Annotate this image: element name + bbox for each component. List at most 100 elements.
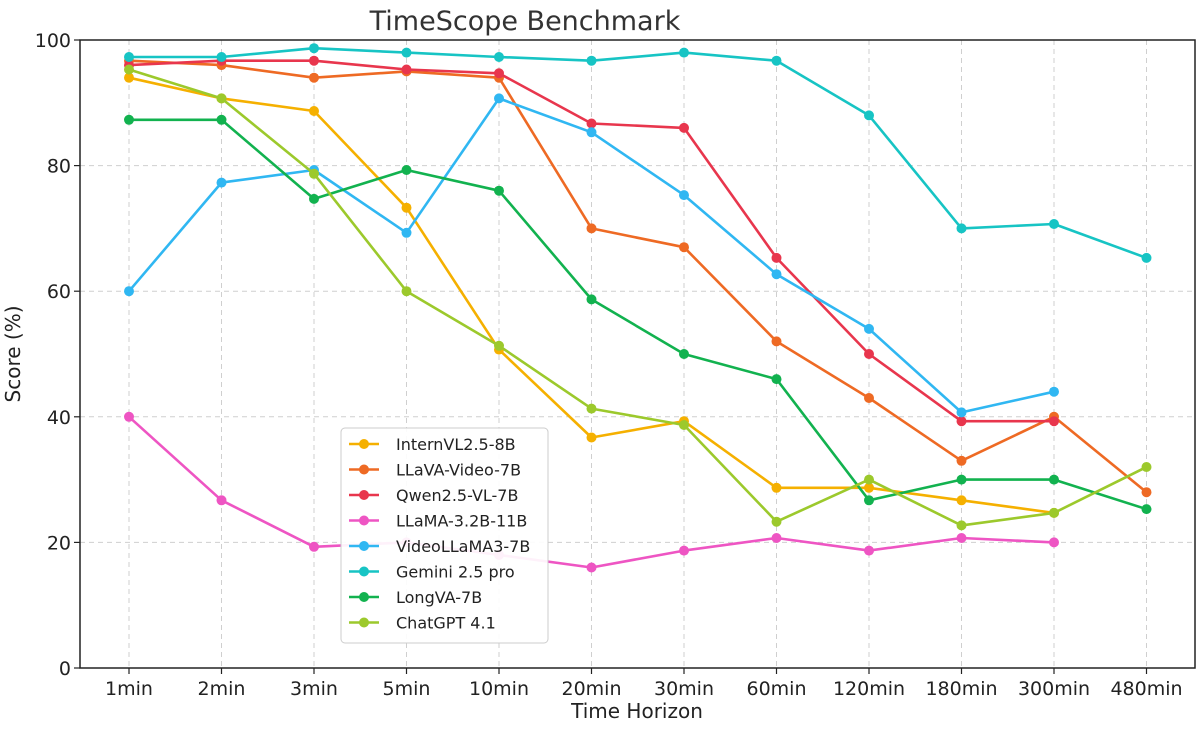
legend-marker xyxy=(359,592,369,602)
legend-entry: Gemini 2.5 pro xyxy=(349,563,515,582)
data-point xyxy=(771,516,782,527)
data-point xyxy=(1141,487,1152,498)
series-qwen2-5-vl-7b xyxy=(124,55,1059,427)
data-point xyxy=(309,72,319,83)
data-point xyxy=(864,474,874,485)
data-point xyxy=(494,52,504,62)
data-point xyxy=(586,55,597,66)
data-point xyxy=(124,64,134,75)
x-tick-label: 30min xyxy=(654,678,714,700)
data-point xyxy=(216,177,227,188)
data-point xyxy=(956,407,967,418)
data-point xyxy=(679,545,689,556)
x-tick-label: 5min xyxy=(383,678,431,700)
x-tick-label: 180min xyxy=(925,678,997,700)
data-point xyxy=(124,52,134,62)
data-point xyxy=(494,185,504,196)
data-point xyxy=(679,122,689,133)
legend-marker xyxy=(359,617,369,628)
grid-lines xyxy=(80,40,1195,668)
legend-box xyxy=(340,427,549,644)
legend-entry: LLaMA-3.2B-11B xyxy=(349,512,527,531)
data-point xyxy=(679,190,689,201)
data-point xyxy=(771,269,782,280)
series-line xyxy=(129,46,1147,260)
data-point xyxy=(586,127,597,138)
data-point xyxy=(956,533,967,543)
x-tick-label: 1min xyxy=(105,678,153,700)
legend-label: VideoLLaMA3-7B xyxy=(396,537,530,556)
legend: InternVL2.5-8B LLaVA-Video-7B Qwen2.5-VL-7… xyxy=(340,427,549,644)
data-point xyxy=(1049,386,1059,397)
data-point xyxy=(586,432,597,443)
x-tick-label: 20min xyxy=(561,678,621,700)
legend-entry: Qwen2.5-VL-7B xyxy=(349,486,518,505)
data-point xyxy=(401,202,412,213)
data-point xyxy=(864,323,874,334)
data-point xyxy=(1141,252,1152,263)
x-tick-label: 60min xyxy=(746,678,806,700)
data-point xyxy=(679,242,689,253)
data-point xyxy=(679,349,689,359)
legend-entry: LongVA-7B xyxy=(349,588,482,607)
data-point xyxy=(1049,416,1059,427)
data-point xyxy=(771,252,782,263)
data-point xyxy=(679,47,689,58)
data-point xyxy=(216,52,227,62)
plot-frame xyxy=(79,39,1196,669)
data-point xyxy=(956,455,967,466)
data-point xyxy=(124,286,134,297)
series-llava-video-7b xyxy=(124,55,1152,498)
data-point xyxy=(864,482,874,493)
data-point xyxy=(586,223,597,234)
data-point xyxy=(401,286,412,297)
chart-title: TimeScope Benchmark xyxy=(369,6,681,37)
data-point xyxy=(771,482,782,493)
series-gemini-2-5-pro xyxy=(124,43,1152,263)
data-point xyxy=(1141,462,1152,472)
data-point xyxy=(216,93,227,104)
y-tick-label: 100 xyxy=(35,30,71,52)
x-tick-label: 10min xyxy=(469,678,529,700)
legend-label: LongVA-7B xyxy=(396,588,482,607)
legend-marker xyxy=(359,439,369,449)
x-axis-label: Time Horizon xyxy=(570,699,703,723)
series-line xyxy=(129,118,1147,511)
legend-label: LLaVA-Video-7B xyxy=(396,461,521,480)
data-point xyxy=(124,114,134,125)
x-tick-label: 2min xyxy=(198,678,246,700)
legend-marker xyxy=(359,566,369,577)
data-point xyxy=(309,168,319,179)
legend-marker xyxy=(359,464,369,475)
data-point xyxy=(1049,537,1059,548)
data-point xyxy=(309,43,319,54)
data-point xyxy=(401,64,412,75)
data-point xyxy=(494,340,504,351)
data-point xyxy=(864,393,874,403)
data-point xyxy=(956,495,967,506)
data-point xyxy=(771,374,782,385)
data-point xyxy=(216,114,227,125)
y-tick-label: 80 xyxy=(47,156,71,178)
legend-entry: VideoLLaMA3-7B xyxy=(349,537,530,556)
y-tick-label: 0 xyxy=(59,658,71,680)
series-line xyxy=(128,68,1148,527)
data-point xyxy=(1049,507,1059,518)
series-chatgpt-4-1 xyxy=(124,64,1152,531)
data-point xyxy=(586,403,597,414)
data-point xyxy=(864,349,874,359)
legend-label: ChatGPT 4.1 xyxy=(396,614,496,633)
legend-marker xyxy=(359,541,369,551)
axis-ticks: 1min 2min 3min 5min 10min 20min 30min 60min 120m… xyxy=(35,30,1183,700)
data-point xyxy=(401,165,412,175)
data-point xyxy=(586,118,597,129)
data-point xyxy=(956,474,967,485)
legend-marker xyxy=(359,515,369,526)
data-point xyxy=(401,227,412,238)
legend-label: Qwen2.5-VL-7B xyxy=(396,486,518,505)
data-point xyxy=(309,541,319,552)
x-tick-label: 120min xyxy=(833,678,905,700)
data-point xyxy=(956,520,967,531)
data-point xyxy=(216,495,227,506)
